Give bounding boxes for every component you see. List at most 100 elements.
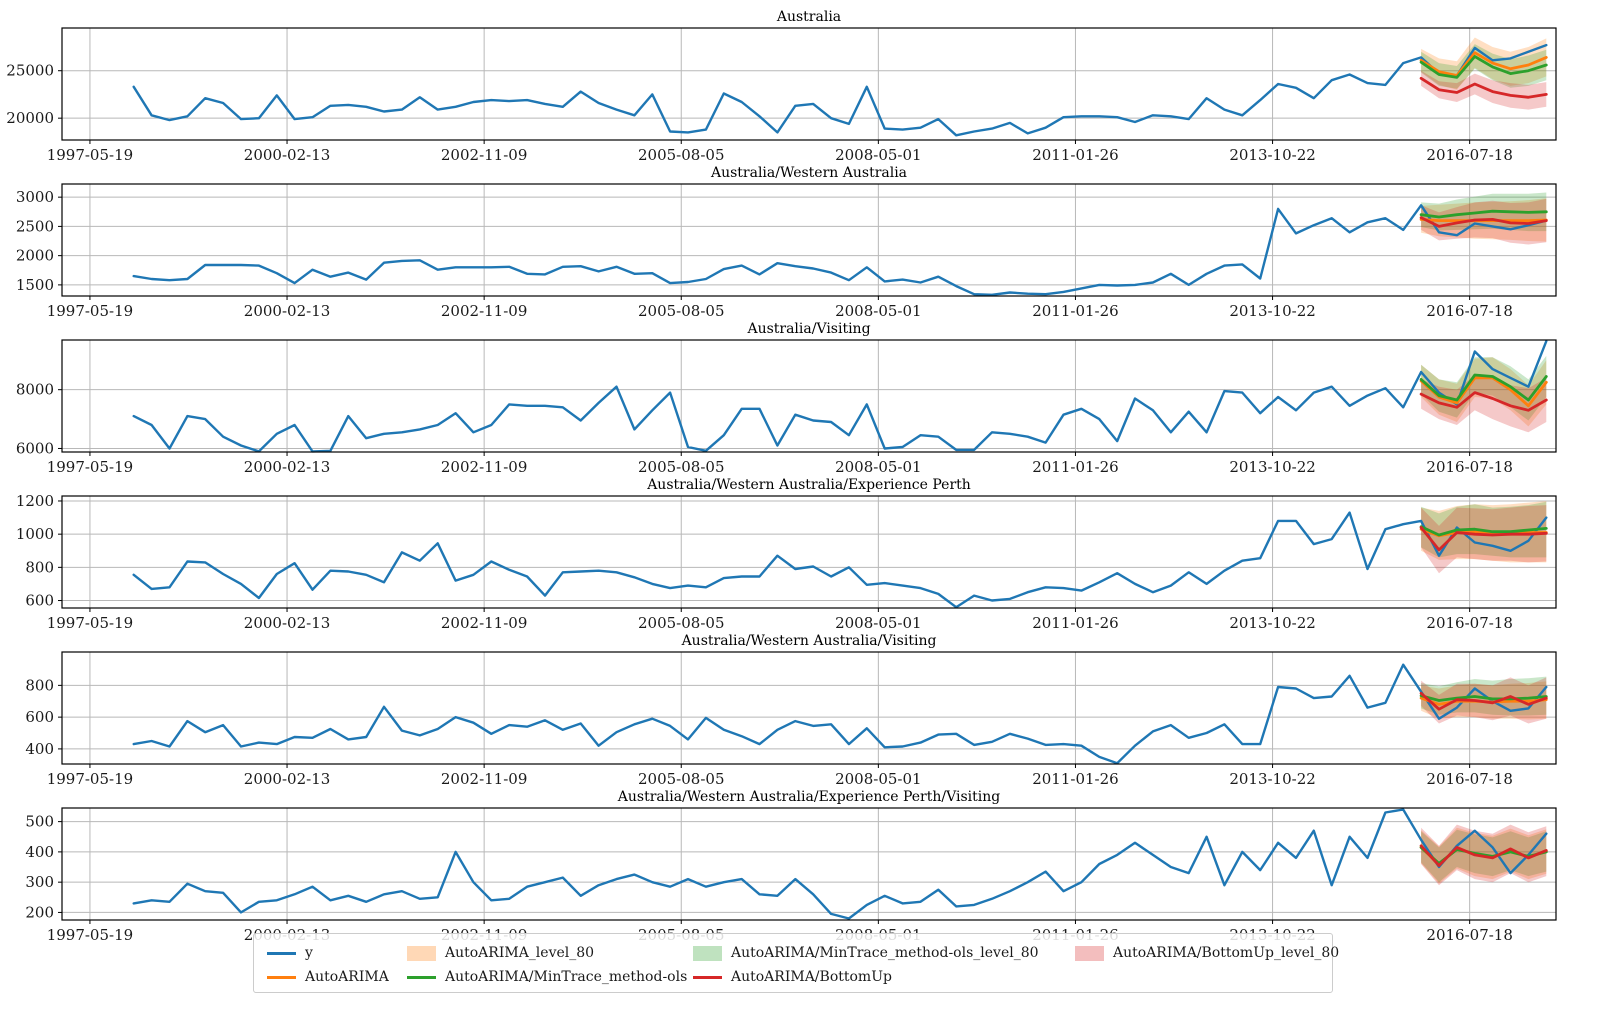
x-tick-label: 2002-11-09: [441, 614, 527, 632]
series-bottomup-line: [1419, 216, 1548, 228]
series-y-line: [132, 43, 1548, 137]
plot-frame: [61, 27, 1557, 141]
y-tick-label: 400: [25, 740, 54, 758]
x-tick-label: 2005-08-05: [638, 302, 724, 320]
x-tick-label: 2011-01-26: [1032, 146, 1118, 164]
gridlines: [62, 184, 1556, 296]
series-autoarima-line: [1419, 376, 1548, 408]
x-tick-label: 2013-10-22: [1229, 146, 1315, 164]
legend-item-autoarima-level-80: AutoARIMA_level_80: [407, 942, 594, 964]
gridlines: [62, 808, 1556, 920]
series-mintrace-line: [1419, 694, 1548, 702]
series-bottomup-line: [1419, 526, 1548, 552]
legend-label: AutoARIMA/MinTrace_method-ols: [445, 969, 688, 985]
x-tick-label: 1997-05-19: [47, 926, 133, 944]
x-tick-label: 2005-08-05: [638, 770, 724, 788]
y-tick-label: 1000: [16, 525, 54, 543]
autoarima-level-80-band: [1421, 357, 1547, 427]
legend-item-y: y: [267, 942, 313, 964]
plot-frame: [61, 807, 1557, 921]
series-mintrace-line: [1419, 525, 1548, 537]
x-tick-label: 2016-07-18: [1426, 458, 1512, 476]
x-tick-label: 2000-02-13: [244, 302, 330, 320]
legend-label: y: [305, 945, 313, 961]
x-tick-label: 2013-10-22: [1229, 770, 1315, 788]
gridlines: [62, 496, 1556, 608]
series-mintrace-line: [1419, 373, 1548, 402]
x-tick-label: 2016-07-18: [1426, 614, 1512, 632]
y-tick-label: 6000: [16, 439, 54, 457]
y-tick-label: 8000: [16, 381, 54, 399]
y-tick-label: 25000: [6, 62, 54, 80]
line-swatch-icon: [693, 975, 722, 979]
legend-item-bottomup: AutoARIMA/BottomUp: [693, 966, 892, 988]
x-tick-label: 2013-10-22: [1229, 302, 1315, 320]
legend-item-autoarima: AutoARIMA: [267, 966, 389, 988]
y-tick-label: 2500: [16, 217, 54, 235]
y-tick-label: 400: [25, 843, 54, 861]
x-tick-label: 2011-01-26: [1032, 614, 1118, 632]
subplot-title: Australia/Western Australia/Experience P…: [646, 477, 971, 493]
x-tick-label: 2000-02-13: [244, 614, 330, 632]
y-tick-label: 3000: [16, 188, 54, 206]
x-tick-label: 1997-05-19: [47, 146, 133, 164]
subplot-australia-western-australia: 1997-05-19 2000-02-13 2002-11-09 2005-08-05…: [16, 165, 1557, 320]
subplot-australia-western-australia-experience-perth-visiting: 1997-05-192000-02-132002-11-092005-08-05…: [25, 789, 1557, 944]
legend: y AutoARIMA AutoARIMA_level_80 AutoARIMA…: [253, 933, 1339, 993]
patch-swatch-icon: [1075, 945, 1104, 961]
legend-item-bottomup-level-80: AutoARIMA/BottomUp_level_80: [1075, 942, 1339, 964]
x-tick-label: 2011-01-26: [1032, 770, 1118, 788]
y-tick-label: 1200: [16, 492, 54, 510]
legend-label: AutoARIMA/BottomUp_level_80: [1113, 945, 1340, 961]
line-swatch-icon: [267, 951, 296, 955]
y-tick-label: 600: [25, 592, 54, 610]
series-bottomup-line: [1419, 76, 1548, 99]
gridlines: [62, 340, 1556, 452]
x-tick-label: 2005-08-05: [638, 146, 724, 164]
subplot-title: Australia/Western Australia/Visiting: [681, 633, 937, 649]
series-bottomup-line: [1419, 391, 1548, 412]
legend-label: AutoARIMA_level_80: [445, 945, 595, 961]
plot-frame: [61, 495, 1557, 609]
y-tick-label: 20000: [6, 109, 54, 127]
y-tick-label: 200: [25, 903, 54, 921]
x-tick-label: 2011-01-26: [1032, 302, 1118, 320]
series-autoarima-line: [1419, 51, 1548, 77]
x-tick-label: 1997-05-19: [47, 302, 133, 320]
x-tick-label: 1997-05-19: [47, 770, 133, 788]
legend-label: AutoARIMA/MinTrace_method-ols_level_80: [731, 945, 1039, 961]
series-bottomup-line: [1419, 691, 1548, 711]
legend-item-mintrace: AutoARIMA/MinTrace_method-ols: [407, 966, 687, 988]
subplot-australia-western-australia-experience-perth: 1997-05-19 2000-02-13 2002-11-09 2005-08-05…: [16, 477, 1557, 632]
y-tick-label: 2000: [16, 247, 54, 265]
x-tick-label: 2002-11-09: [441, 302, 527, 320]
subplot-australia-western-australia-visiting: 1997-05-19 2000-02-13 2002-11-09 2005-08-05…: [25, 633, 1557, 788]
y-tick-label: 1500: [16, 276, 54, 294]
x-tick-label: 2008-05-01: [835, 770, 921, 788]
x-tick-label: 1997-05-19: [47, 458, 133, 476]
legend-label: AutoARIMA/BottomUp: [731, 969, 892, 985]
subplot-title: Australia: [776, 9, 841, 25]
x-tick-label: 2008-05-01: [835, 302, 921, 320]
series-mintrace-line: [1419, 55, 1548, 79]
subplot-australia-visiting: 1997-05-19 2000-02-13 2002-11-09 2005-08-05…: [16, 321, 1557, 476]
series-y-line: [132, 340, 1548, 453]
bottomup-level-80-band: [1421, 505, 1547, 574]
y-tick-label: 800: [25, 558, 54, 576]
x-tick-label: 2011-01-26: [1032, 458, 1118, 476]
subplot-title: Australia/Western Australia/Experience P…: [617, 789, 1000, 805]
patch-swatch-icon: [693, 945, 722, 961]
y-tick-label: 300: [25, 873, 54, 891]
x-tick-label: 2002-11-09: [441, 146, 527, 164]
plot-frame: [61, 339, 1557, 453]
series-y-line: [132, 808, 1548, 920]
gridlines: [62, 652, 1556, 764]
gridlines: [62, 28, 1556, 140]
bottomup-level-80-band: [1421, 70, 1547, 110]
mintrace-level-80-band: [1421, 355, 1547, 421]
line-swatch-icon: [407, 975, 436, 979]
series-y-line: [132, 663, 1548, 765]
x-tick-label: 1997-05-19: [47, 614, 133, 632]
